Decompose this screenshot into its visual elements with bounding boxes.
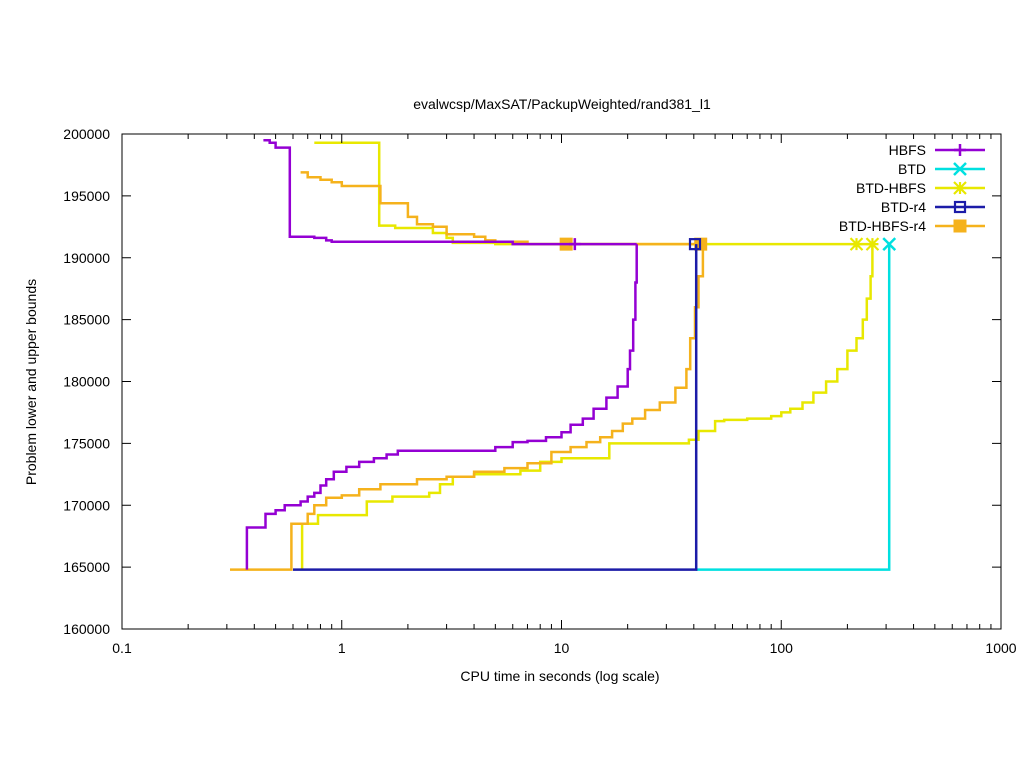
legend-marker <box>953 200 967 214</box>
legend-item-btd-hbfs: BTD-HBFS <box>856 180 985 196</box>
x-tick-label: 100 <box>770 640 794 656</box>
lower-bound-line <box>300 244 874 570</box>
y-tick-label: 175000 <box>63 435 110 451</box>
legend-marker <box>953 219 967 233</box>
lower-bound-line <box>230 244 705 571</box>
upper-bound-line <box>300 171 703 246</box>
legend-item-btd-r4: BTD-r4 <box>881 199 985 215</box>
legend-item-btd: BTD <box>898 161 985 177</box>
data-point-marker <box>568 238 581 251</box>
x-axis-label: CPU time in seconds (log scale) <box>460 668 659 684</box>
axes: 0.1 1 10 100 1000 160000 165000 170000 175000 180… <box>63 126 1016 656</box>
y-tick-label: 160000 <box>63 621 110 637</box>
legend-item-btd-hbfs-r4: BTD-HBFS-r4 <box>839 218 985 234</box>
y-tick-label: 180000 <box>63 374 110 390</box>
series-btd-hbfs <box>300 141 880 570</box>
lower-bound-line <box>293 244 698 571</box>
upper-bound-line <box>263 138 637 246</box>
y-tick-label: 165000 <box>63 559 110 575</box>
x-tick-label: 0.1 <box>112 640 132 656</box>
y-tick-label: 190000 <box>63 250 110 266</box>
data-point-marker <box>849 237 864 251</box>
legend: HBFS BTD BTD-HBFS BTD-r4 BTD-HBFS-r4 <box>839 142 985 234</box>
lower-bound-line <box>245 244 638 570</box>
series-btd-hbfs-r4 <box>230 171 708 571</box>
y-tick-label: 185000 <box>63 312 110 328</box>
y-axis-label: Problem lower and upper bounds <box>23 279 39 485</box>
series-hbfs <box>245 138 638 570</box>
legend-label: BTD <box>898 161 926 177</box>
legend-marker <box>954 144 966 156</box>
x-tick-label: 10 <box>554 640 570 656</box>
legend-label: BTD-HBFS-r4 <box>839 218 926 234</box>
plot-series <box>230 138 897 571</box>
legend-marker <box>953 162 967 176</box>
y-tick-label: 170000 <box>63 497 110 513</box>
chart-title: evalwcsp/MaxSAT/PackupWeighted/rand381_l… <box>413 96 711 112</box>
series-btd <box>696 237 897 571</box>
legend-item-hbfs: HBFS <box>889 142 985 158</box>
plot-frame <box>121 133 1002 630</box>
legend-label: BTD-HBFS <box>856 180 926 196</box>
data-point-marker <box>865 237 880 251</box>
upper-bound-line <box>314 141 873 246</box>
data-point-marker <box>882 237 897 252</box>
y-tick-label: 200000 <box>63 126 110 142</box>
data-point-marker <box>688 238 702 251</box>
legend-label: BTD-r4 <box>881 199 926 215</box>
y-tick-label: 195000 <box>63 188 110 204</box>
legend-marker <box>953 181 967 195</box>
x-tick-label: 1 <box>338 640 346 656</box>
lower-bound-line <box>696 244 891 571</box>
series-btd-r4 <box>293 238 702 571</box>
x-tick-label: 1000 <box>985 640 1016 656</box>
legend-label: HBFS <box>889 142 926 158</box>
